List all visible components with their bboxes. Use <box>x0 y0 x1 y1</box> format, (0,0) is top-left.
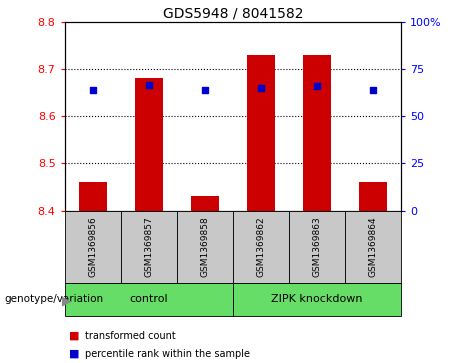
Bar <box>78 182 106 211</box>
Text: GSM1369863: GSM1369863 <box>313 216 321 277</box>
Text: GSM1369858: GSM1369858 <box>200 216 209 277</box>
Text: ZIPK knockdown: ZIPK knockdown <box>271 294 363 305</box>
Bar <box>247 55 275 211</box>
Bar <box>303 55 331 211</box>
Bar <box>233 211 289 283</box>
Bar <box>359 182 387 211</box>
Text: ■: ■ <box>69 349 80 359</box>
Bar <box>65 283 233 316</box>
Text: ▶: ▶ <box>62 295 72 308</box>
Bar <box>135 78 163 211</box>
Text: GSM1369857: GSM1369857 <box>144 216 153 277</box>
Text: control: control <box>130 294 168 305</box>
Text: ■: ■ <box>69 331 80 341</box>
Text: GSM1369856: GSM1369856 <box>88 216 97 277</box>
Bar <box>345 211 401 283</box>
Bar <box>289 211 345 283</box>
Text: GSM1369864: GSM1369864 <box>368 216 378 277</box>
Text: GSM1369862: GSM1369862 <box>256 216 266 277</box>
Text: genotype/variation: genotype/variation <box>5 294 104 305</box>
Title: GDS5948 / 8041582: GDS5948 / 8041582 <box>163 7 303 21</box>
Bar <box>191 196 219 211</box>
Bar <box>121 211 177 283</box>
Bar <box>233 283 401 316</box>
Text: transformed count: transformed count <box>85 331 176 341</box>
Bar <box>65 211 121 283</box>
Text: percentile rank within the sample: percentile rank within the sample <box>85 349 250 359</box>
Bar <box>177 211 233 283</box>
